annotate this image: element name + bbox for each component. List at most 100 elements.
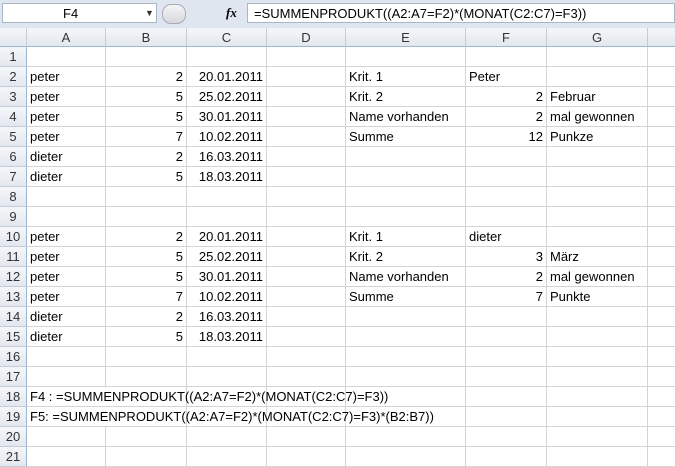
splitter-handle[interactable]	[162, 4, 186, 24]
cell-A10[interactable]: peter	[27, 227, 106, 247]
cell-C12[interactable]: 30.01.2011	[187, 267, 267, 287]
cell-H3[interactable]	[648, 87, 675, 107]
cell-E10[interactable]: Krit. 1	[346, 227, 466, 247]
cell-H1[interactable]	[648, 47, 675, 67]
cell-C2[interactable]: 20.01.2011	[187, 67, 267, 87]
cell-B10[interactable]: 2	[106, 227, 187, 247]
cell-A13[interactable]: peter	[27, 287, 106, 307]
cell-C6[interactable]: 16.03.2011	[187, 147, 267, 167]
column-header-F[interactable]: F	[466, 28, 547, 47]
name-box[interactable]: F4 ▼	[2, 3, 157, 23]
cell-B6[interactable]: 2	[106, 147, 187, 167]
cell-B20[interactable]	[106, 427, 187, 447]
cell-F20[interactable]	[466, 427, 547, 447]
cell-D15[interactable]	[267, 327, 346, 347]
cell-G4[interactable]: mal gewonnen	[547, 107, 648, 127]
cell-A17[interactable]	[27, 367, 106, 387]
cell-G15[interactable]	[547, 327, 648, 347]
cell-C19[interactable]	[187, 407, 267, 427]
cell-A9[interactable]	[27, 207, 106, 227]
cell-E5[interactable]: Summe	[346, 127, 466, 147]
cell-H16[interactable]	[648, 347, 675, 367]
cell-E12[interactable]: Name vorhanden	[346, 267, 466, 287]
cell-A21[interactable]	[27, 447, 106, 467]
cell-E6[interactable]	[346, 147, 466, 167]
cell-D13[interactable]	[267, 287, 346, 307]
row-header[interactable]: 15	[0, 327, 27, 347]
cell-D12[interactable]	[267, 267, 346, 287]
cell-B21[interactable]	[106, 447, 187, 467]
row-header[interactable]: 1	[0, 47, 27, 67]
row-header[interactable]: 12	[0, 267, 27, 287]
cell-G18[interactable]	[547, 387, 648, 407]
row-header[interactable]: 9	[0, 207, 27, 227]
cell-F16[interactable]	[466, 347, 547, 367]
cell-H9[interactable]	[648, 207, 675, 227]
cell-D18[interactable]	[267, 387, 346, 407]
cell-C3[interactable]: 25.02.2011	[187, 87, 267, 107]
cell-C11[interactable]: 25.02.2011	[187, 247, 267, 267]
cell-C17[interactable]	[187, 367, 267, 387]
cell-B13[interactable]: 7	[106, 287, 187, 307]
cell-C15[interactable]: 18.03.2011	[187, 327, 267, 347]
cell-B7[interactable]: 5	[106, 167, 187, 187]
cell-E8[interactable]	[346, 187, 466, 207]
cell-D5[interactable]	[267, 127, 346, 147]
cell-F8[interactable]	[466, 187, 547, 207]
cell-A11[interactable]: peter	[27, 247, 106, 267]
cell-C13[interactable]: 10.02.2011	[187, 287, 267, 307]
row-header[interactable]: 3	[0, 87, 27, 107]
cell-H14[interactable]	[648, 307, 675, 327]
cell-B4[interactable]: 5	[106, 107, 187, 127]
cell-E18[interactable]	[346, 387, 466, 407]
cell-A2[interactable]: peter	[27, 67, 106, 87]
column-header-G[interactable]: G	[547, 28, 648, 47]
cell-A5[interactable]: peter	[27, 127, 106, 147]
cell-A15[interactable]: dieter	[27, 327, 106, 347]
cell-G12[interactable]: mal gewonnen	[547, 267, 648, 287]
cell-E2[interactable]: Krit. 1	[346, 67, 466, 87]
cell-C18[interactable]	[187, 387, 267, 407]
column-header-B[interactable]: B	[106, 28, 187, 47]
column-header-E[interactable]: E	[346, 28, 466, 47]
cell-G1[interactable]	[547, 47, 648, 67]
cell-F14[interactable]	[466, 307, 547, 327]
row-header[interactable]: 6	[0, 147, 27, 167]
column-header-D[interactable]: D	[267, 28, 346, 47]
cell-C21[interactable]	[187, 447, 267, 467]
cell-H5[interactable]	[648, 127, 675, 147]
row-header[interactable]: 7	[0, 167, 27, 187]
row-header[interactable]: 10	[0, 227, 27, 247]
row-header[interactable]: 8	[0, 187, 27, 207]
cell-A19[interactable]: F5: =SUMMENPRODUKT((A2:A7=F2)*(MONAT(C2:…	[27, 407, 434, 427]
cell-F9[interactable]	[466, 207, 547, 227]
cell-D2[interactable]	[267, 67, 346, 87]
cell-D10[interactable]	[267, 227, 346, 247]
cell-B5[interactable]: 7	[106, 127, 187, 147]
column-header-C[interactable]: C	[187, 28, 267, 47]
cell-E3[interactable]: Krit. 2	[346, 87, 466, 107]
cell-A18[interactable]: F4 : =SUMMENPRODUKT((A2:A7=F2)*(MONAT(C2…	[27, 387, 388, 407]
cell-F19[interactable]	[466, 407, 547, 427]
cell-A7[interactable]: dieter	[27, 167, 106, 187]
function-icon[interactable]: fx	[226, 5, 237, 20]
cell-H8[interactable]	[648, 187, 675, 207]
cell-D3[interactable]	[267, 87, 346, 107]
cell-H20[interactable]	[648, 427, 675, 447]
cell-A4[interactable]: peter	[27, 107, 106, 127]
cell-D9[interactable]	[267, 207, 346, 227]
cell-D19[interactable]	[267, 407, 346, 427]
cell-G19[interactable]	[547, 407, 648, 427]
cell-A12[interactable]: peter	[27, 267, 106, 287]
cell-D6[interactable]	[267, 147, 346, 167]
cell-H4[interactable]	[648, 107, 675, 127]
cell-F5[interactable]: 12	[466, 127, 547, 147]
cell-F3[interactable]: 2	[466, 87, 547, 107]
row-header[interactable]: 16	[0, 347, 27, 367]
cell-A16[interactable]	[27, 347, 106, 367]
cell-G16[interactable]	[547, 347, 648, 367]
cell-C7[interactable]: 18.03.2011	[187, 167, 267, 187]
cell-G17[interactable]	[547, 367, 648, 387]
row-header[interactable]: 2	[0, 67, 27, 87]
cell-B9[interactable]	[106, 207, 187, 227]
